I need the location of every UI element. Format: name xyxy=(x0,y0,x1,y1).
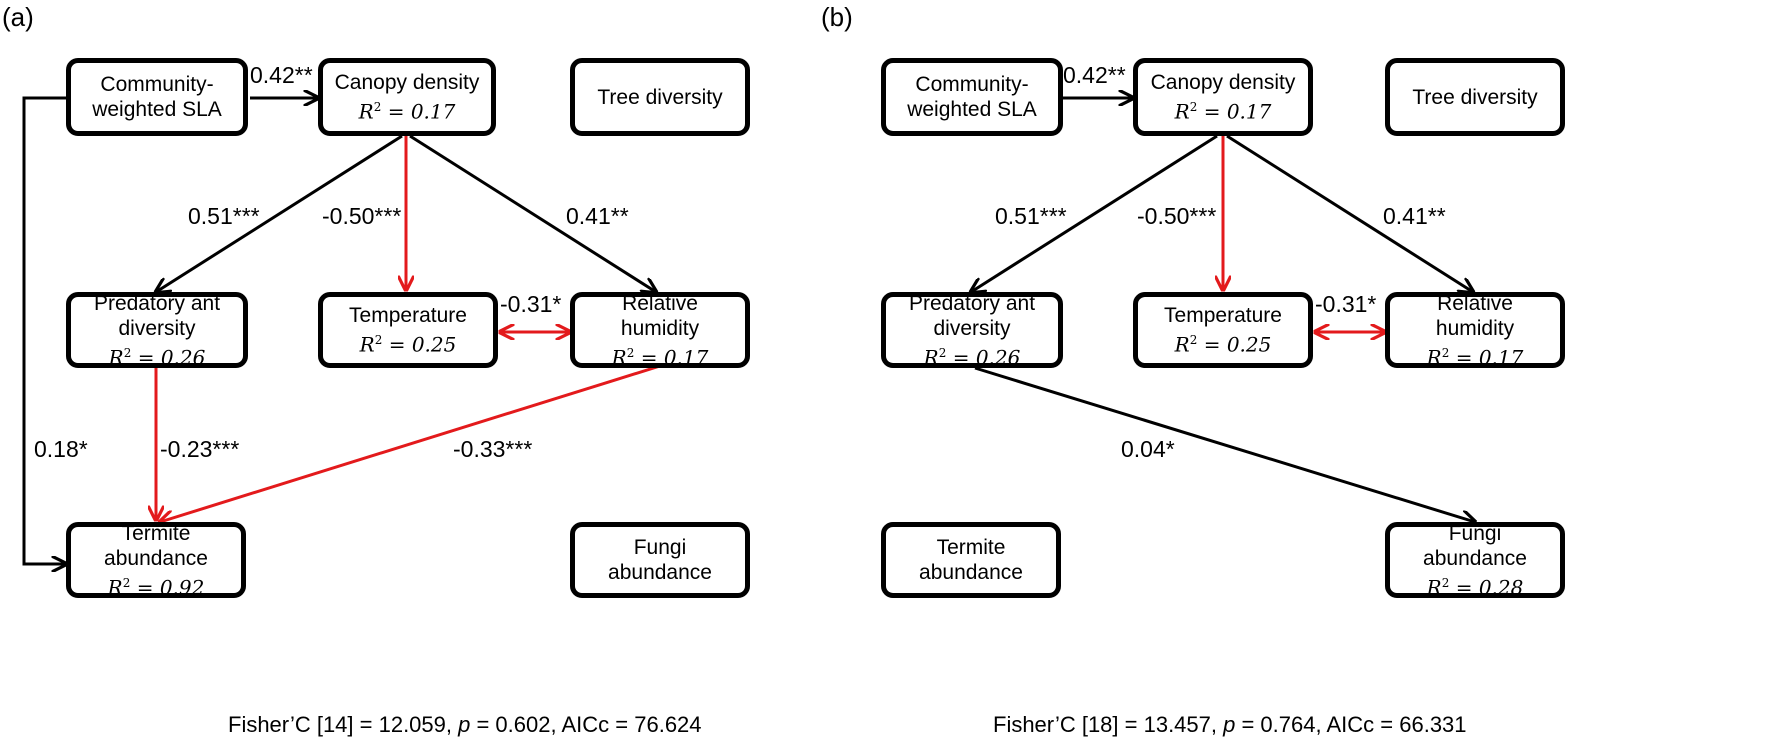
coef-canopy-temp: -0.50*** xyxy=(1137,203,1217,229)
node-label: Relative xyxy=(1437,291,1513,315)
node-relative-humidity: Relative humidity R2 = 0.17 xyxy=(570,291,750,370)
r-squared: R2 = 0.26 xyxy=(923,345,1021,370)
node-label: humidity xyxy=(1435,316,1515,340)
r-squared-value: 0.26 xyxy=(975,345,1021,370)
r-squared-value: 0.17 xyxy=(663,345,709,370)
arrow-rh-termite xyxy=(160,364,661,522)
node-label: weighted SLA xyxy=(92,98,222,121)
arrow-canopy-rh xyxy=(1226,134,1473,292)
node-label: abundance xyxy=(919,561,1023,584)
r-squared-value: 0.25 xyxy=(1226,332,1272,357)
node-temperature: Temperature R2 = 0.25 xyxy=(1133,292,1313,368)
r-squared-value: 0.17 xyxy=(1226,99,1272,124)
node-label: Predatory ant xyxy=(93,291,221,315)
node-label: Fungi xyxy=(633,536,687,559)
r-squared: R2 = 0.25 xyxy=(359,332,457,357)
p-aicc: = 0.764, AICc = 66.331 xyxy=(1235,712,1467,737)
arrow-canopy-rh xyxy=(409,134,656,292)
node-label: abundance xyxy=(608,561,712,584)
node-predatory-ant-diversity: Predatory ant diversity R2 = 0.26 xyxy=(66,291,248,370)
r-squared-value: 0.17 xyxy=(1478,345,1524,370)
coef-ant-fungi: 0.04* xyxy=(1121,436,1175,462)
node-community-weighted-sla: Community- weighted SLA xyxy=(881,58,1063,136)
arrow-ant-fungi xyxy=(974,366,1475,522)
coef-sla-canopy: 0.42** xyxy=(1063,62,1126,88)
node-termite-abundance: Termite abundance R2 = 0.92 xyxy=(66,521,246,600)
node-label: Termite xyxy=(936,536,1006,559)
p-aicc: = 0.602, AICc = 76.624 xyxy=(470,712,702,737)
r-squared: R2 = 0.25 xyxy=(1174,332,1272,357)
r-squared-value: 0.92 xyxy=(159,575,205,600)
r-squared-value: 0.26 xyxy=(160,345,206,370)
node-label: Community- xyxy=(100,73,214,96)
node-label: abundance xyxy=(1423,546,1527,570)
arrow-canopy-ant xyxy=(971,134,1218,292)
r-squared: R2 = 0.28 xyxy=(1426,575,1524,600)
fisher-c: Fisher’C [14] = 12.059, xyxy=(228,712,459,737)
node-tree-diversity: Tree diversity xyxy=(1385,58,1565,136)
node-label: Temperature xyxy=(349,304,467,328)
node-label: Tree diversity xyxy=(597,85,723,109)
model-fit-stats: Fisher’C [18] = 13.457, p = 0.764, AICc … xyxy=(993,712,1467,738)
coef-temp-rh: -0.31* xyxy=(500,291,562,317)
coef-canopy-ant: 0.51*** xyxy=(188,203,260,229)
node-label: Canopy density xyxy=(334,71,480,95)
p-symbol: p xyxy=(1223,712,1236,737)
model-fit-stats: Fisher’C [14] = 12.059, p = 0.602, AICc … xyxy=(228,712,702,738)
node-label: Predatory ant xyxy=(908,291,1036,315)
node-tree-diversity: Tree diversity xyxy=(570,58,750,136)
node-label: humidity xyxy=(620,316,700,340)
r-squared: R2 = 0.26 xyxy=(108,345,206,370)
coef-canopy-ant: 0.51*** xyxy=(995,203,1067,229)
node-label: Canopy density xyxy=(1150,71,1296,95)
panel-b: (b) Community- weighted SLA Canopy densi… xyxy=(821,0,1774,742)
coef-canopy-rh: 0.41** xyxy=(566,203,629,229)
panel-label: (b) xyxy=(821,2,853,32)
node-fungi-abundance: Fungi abundance xyxy=(570,522,750,598)
r-squared: R2 = 0.92 xyxy=(107,575,205,600)
coef-canopy-temp: -0.50*** xyxy=(322,203,402,229)
arrow-sla-termite xyxy=(22,96,68,564)
coef-rh-termite: -0.33*** xyxy=(453,436,533,462)
fisher-c: Fisher’C [18] = 13.457, xyxy=(993,712,1224,737)
node-label: Fungi xyxy=(1448,521,1502,545)
r-squared: R2 = 0.17 xyxy=(358,99,456,124)
r-squared-value: 0.28 xyxy=(1478,575,1524,600)
node-label: diversity xyxy=(118,316,196,340)
node-fungi-abundance: Fungi abundance R2 = 0.28 xyxy=(1385,521,1565,600)
node-label: Tree diversity xyxy=(1412,85,1538,109)
panel-a: (a) Community- weighted SLA Canopy densi… xyxy=(2,0,750,742)
coef-temp-rh: -0.31* xyxy=(1315,291,1377,317)
panel-label: (a) xyxy=(2,2,34,32)
p-symbol: p xyxy=(458,712,471,737)
node-label: Termite xyxy=(121,521,191,545)
r-squared-value: 0.25 xyxy=(411,332,457,357)
node-termite-abundance: Termite abundance xyxy=(881,522,1061,598)
r-squared: R2 = 0.17 xyxy=(611,345,709,370)
path-arrows-a xyxy=(22,0,661,742)
coef-sla-termite: 0.18* xyxy=(34,436,88,462)
node-label: abundance xyxy=(104,546,208,570)
node-label: Temperature xyxy=(1164,304,1282,328)
node-label: diversity xyxy=(933,316,1011,340)
node-relative-humidity: Relative humidity R2 = 0.17 xyxy=(1385,291,1565,370)
node-temperature: Temperature R2 = 0.25 xyxy=(318,292,498,368)
node-label: Relative xyxy=(622,291,698,315)
node-canopy-density: Canopy density R2 = 0.17 xyxy=(318,58,496,136)
node-label: Community- xyxy=(915,73,1029,96)
node-community-weighted-sla: Community- weighted SLA xyxy=(66,58,248,136)
r-squared-value: 0.17 xyxy=(410,99,456,124)
node-predatory-ant-diversity: Predatory ant diversity R2 = 0.26 xyxy=(881,291,1063,370)
r-squared: R2 = 0.17 xyxy=(1174,99,1272,124)
r-squared: R2 = 0.17 xyxy=(1426,345,1524,370)
coef-ant-termite: -0.23*** xyxy=(160,436,240,462)
arrow-canopy-ant xyxy=(156,134,403,292)
coef-sla-canopy: 0.42** xyxy=(250,62,313,88)
node-label: weighted SLA xyxy=(907,98,1037,121)
path-arrows-b xyxy=(887,0,1774,742)
coef-canopy-rh: 0.41** xyxy=(1383,203,1446,229)
node-canopy-density: Canopy density R2 = 0.17 xyxy=(1133,58,1313,136)
